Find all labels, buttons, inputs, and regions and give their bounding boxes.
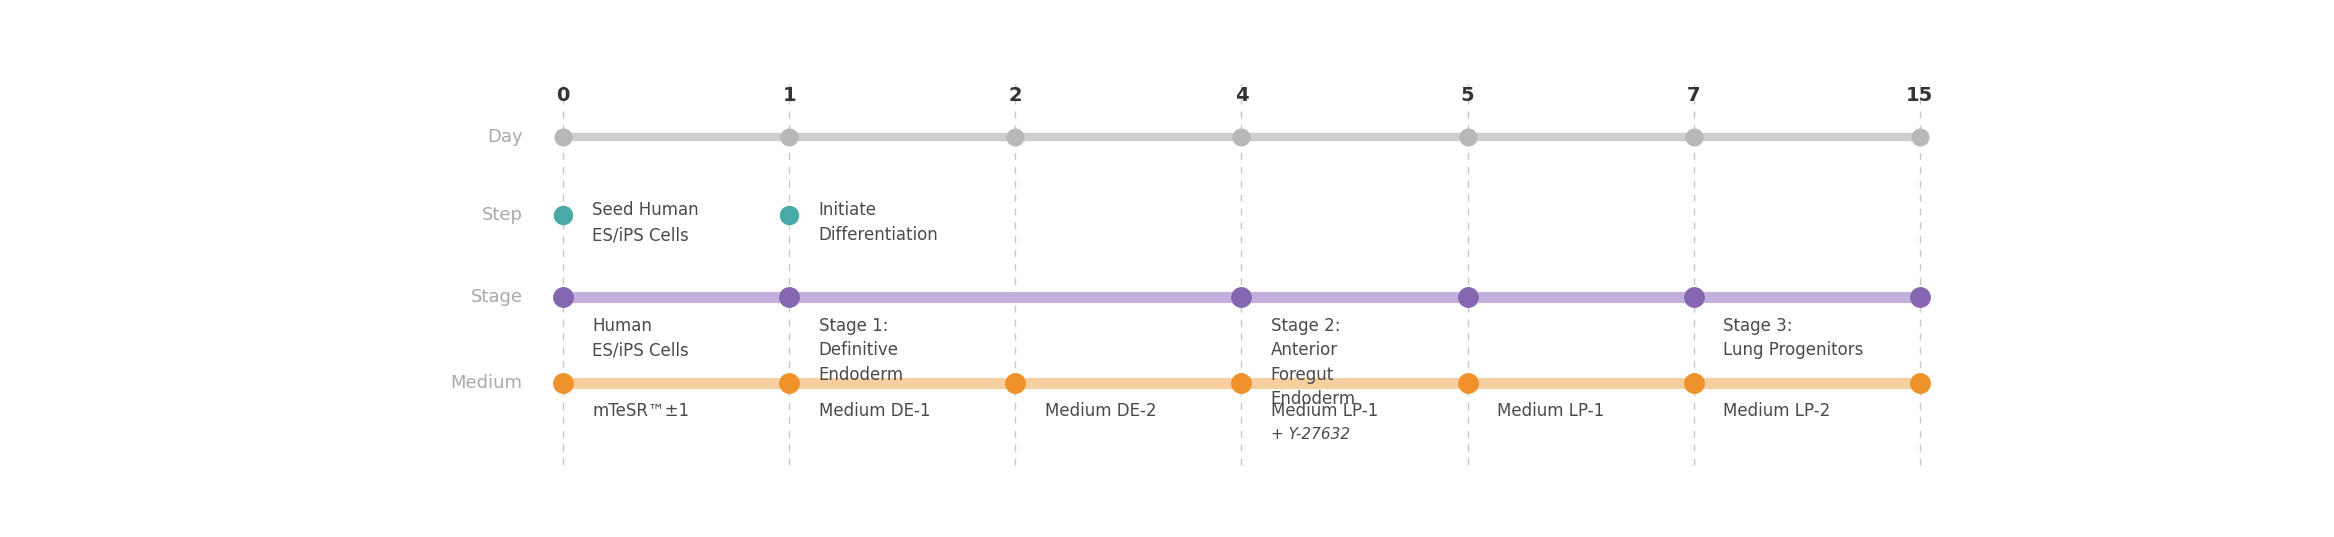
Text: Human: Human (593, 317, 651, 335)
Text: Stage 1:: Stage 1: (819, 317, 887, 335)
Text: Initiate: Initiate (819, 201, 878, 219)
Text: ES/iPS Cells: ES/iPS Cells (593, 226, 689, 244)
Text: Medium: Medium (450, 374, 523, 392)
Text: Medium DE-1: Medium DE-1 (819, 402, 929, 420)
Text: ES/iPS Cells: ES/iPS Cells (593, 342, 689, 359)
Text: mTeSR™±1: mTeSR™±1 (593, 402, 689, 420)
Text: 0: 0 (555, 86, 569, 105)
Text: Seed Human: Seed Human (593, 201, 700, 219)
Text: 5: 5 (1461, 86, 1475, 105)
Text: Differentiation: Differentiation (819, 226, 938, 244)
Text: Medium LP-2: Medium LP-2 (1722, 402, 1830, 420)
Text: 2: 2 (1008, 86, 1022, 105)
Text: Day: Day (488, 128, 523, 146)
Text: Endoderm: Endoderm (1270, 390, 1356, 408)
Text: 7: 7 (1687, 86, 1701, 105)
Text: Endoderm: Endoderm (819, 366, 903, 384)
Text: Stage: Stage (471, 288, 523, 307)
Text: Medium LP-1: Medium LP-1 (1270, 402, 1377, 420)
Text: Anterior: Anterior (1270, 342, 1337, 359)
Text: Step: Step (481, 206, 523, 224)
Text: Definitive: Definitive (819, 342, 899, 359)
Text: 1: 1 (782, 86, 796, 105)
Text: Lung Progenitors: Lung Progenitors (1722, 342, 1863, 359)
Text: Stage 3:: Stage 3: (1722, 317, 1793, 335)
Text: Medium DE-2: Medium DE-2 (1046, 402, 1155, 420)
Text: Foregut: Foregut (1270, 366, 1335, 384)
Text: Medium LP-1: Medium LP-1 (1496, 402, 1603, 420)
Text: + Y-27632: + Y-27632 (1270, 427, 1349, 442)
Text: Stage 2:: Stage 2: (1270, 317, 1340, 335)
Text: 15: 15 (1907, 86, 1933, 105)
Text: 4: 4 (1235, 86, 1249, 105)
